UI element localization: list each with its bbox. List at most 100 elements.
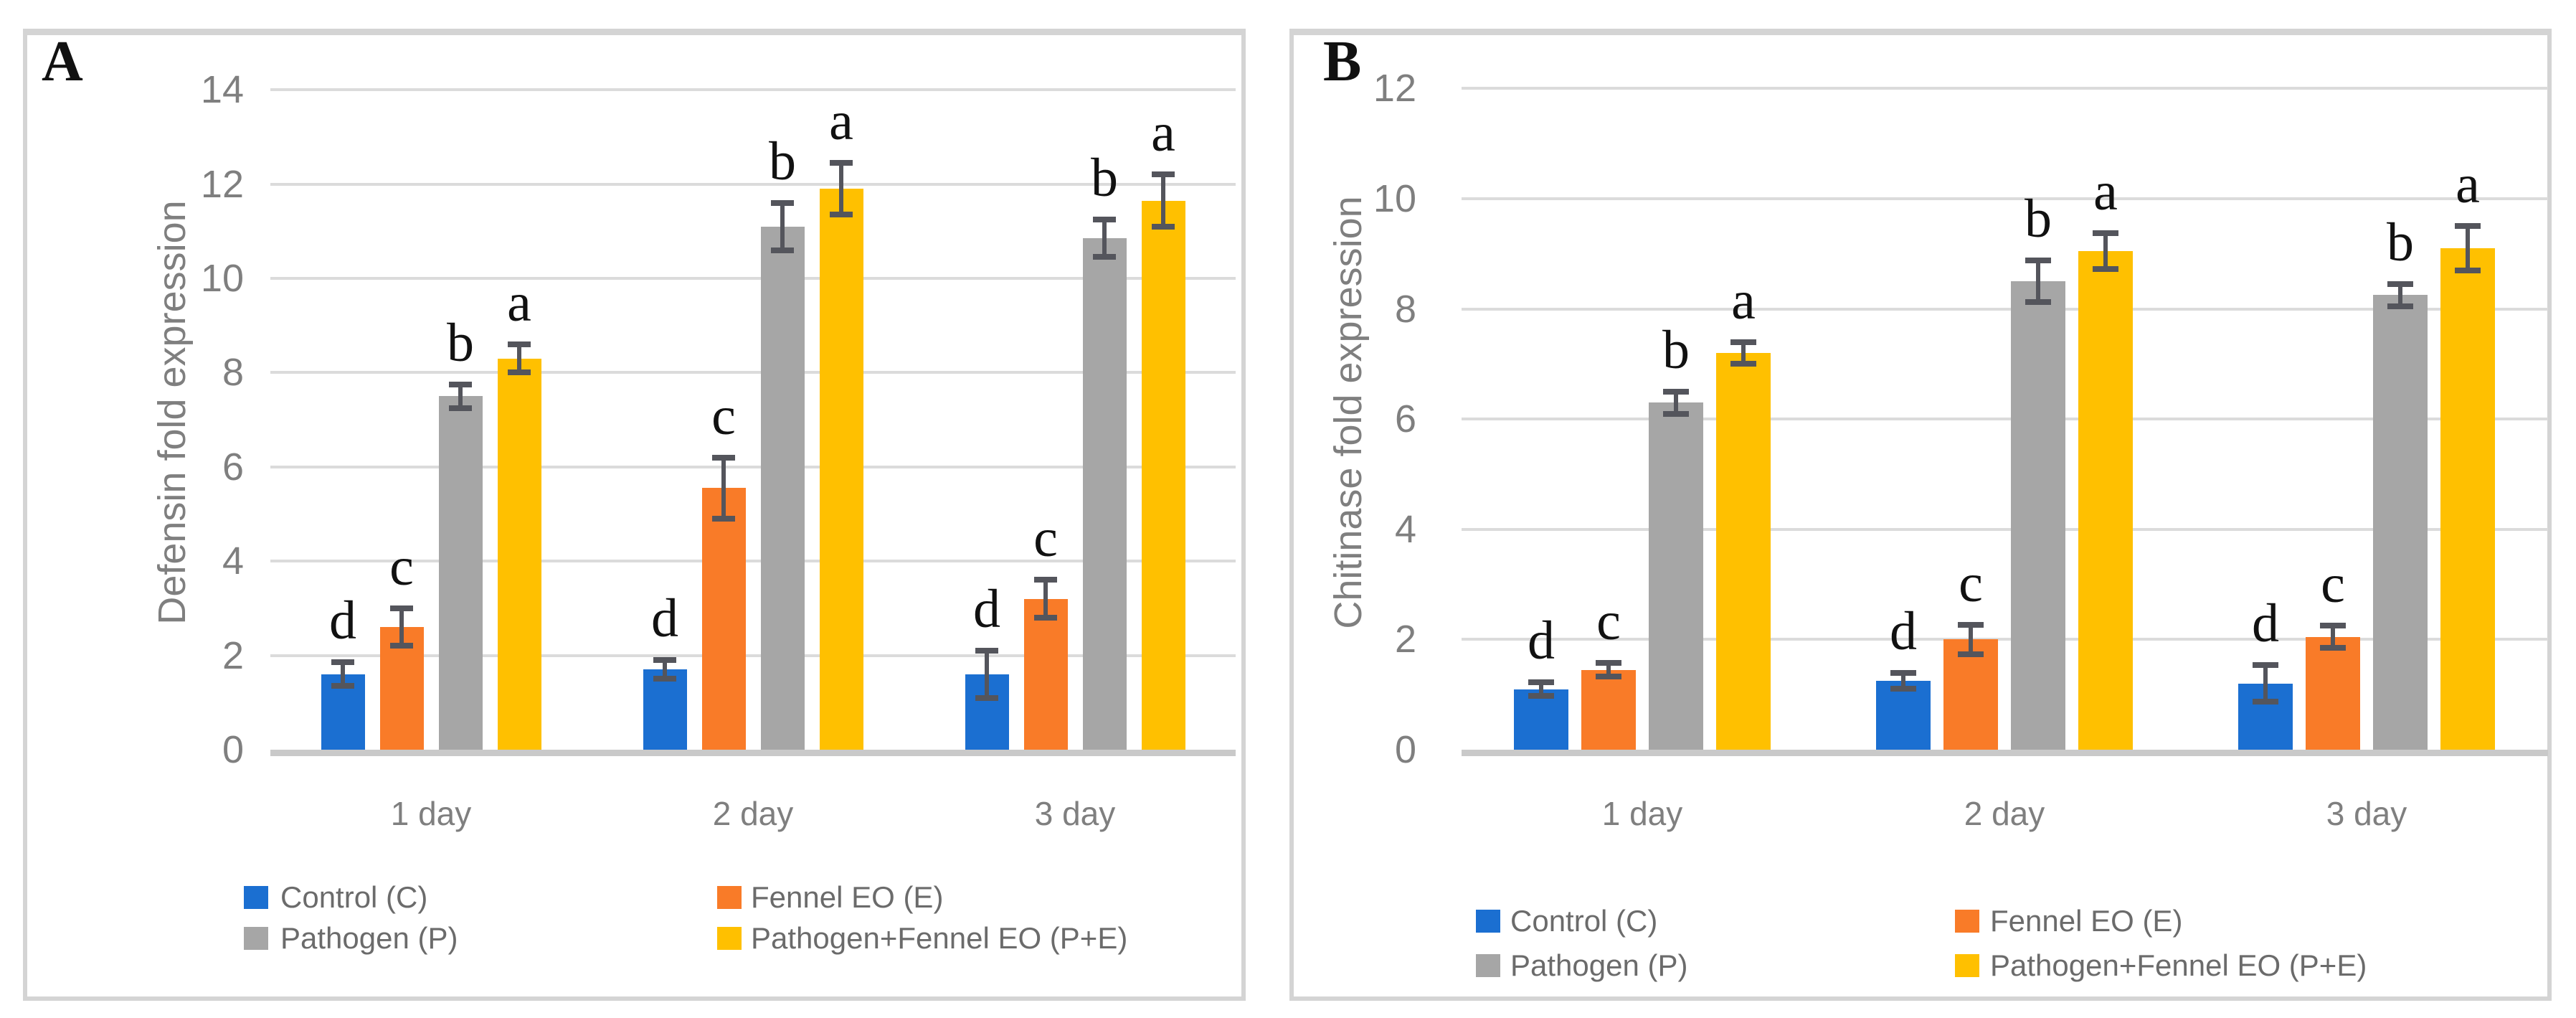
error-bar-cap-top: [2387, 281, 2413, 288]
error-bar-line: [985, 651, 989, 698]
y-tick-label: 12: [1373, 67, 1416, 110]
legend-swatch: [244, 927, 268, 950]
significance-letter: b: [2387, 212, 2414, 273]
error-bar-cap-bottom: [508, 369, 531, 376]
x-axis-line: [1462, 750, 2548, 756]
legend-swatch: [244, 886, 268, 909]
significance-letter: a: [2456, 154, 2480, 215]
y-tick-label: 0: [222, 728, 244, 771]
bar-pathogen-fennel-eo: [497, 358, 541, 750]
error-bar-line: [1606, 663, 1611, 677]
bar-pathogen: [1649, 402, 1703, 750]
error-bar-line: [1102, 219, 1107, 258]
legend-label: Pathogen+Fennel EO (P+E): [1990, 948, 2367, 982]
error-bar-cap-top: [390, 605, 413, 611]
error-bar-cap-top: [2253, 662, 2278, 669]
error-bar-line: [721, 457, 726, 519]
bar-control: [643, 669, 687, 750]
significance-letter: a: [1731, 270, 1756, 331]
gridline: [1462, 307, 2548, 311]
legend-label: Control (C): [280, 880, 428, 914]
gridline: [1462, 197, 2548, 200]
gridline: [270, 465, 1236, 468]
x-category-label: 2 day: [712, 795, 794, 832]
bar-fennel-eo: [1023, 598, 1068, 750]
error-bar-cap-top: [449, 381, 472, 387]
error-bar-line: [1741, 341, 1746, 364]
error-bar-cap-bottom: [1596, 673, 1621, 679]
significance-letter: b: [1662, 319, 1690, 380]
legend-swatch: [1476, 954, 1500, 977]
error-bar-cap-bottom: [2253, 699, 2278, 705]
gridline: [270, 560, 1236, 563]
error-bar-line: [2466, 226, 2470, 270]
error-bar-cap-bottom: [2025, 299, 2051, 306]
bar-fennel-eo: [2306, 636, 2360, 750]
gridline: [270, 654, 1236, 657]
significance-letter: d: [2252, 593, 2279, 654]
error-bar-cap-bottom: [771, 247, 794, 253]
panel-label-a: A: [42, 30, 83, 93]
y-axis-title: Defensin fold expression: [151, 200, 194, 625]
x-axis-line: [270, 750, 1236, 756]
significance-letter: d: [1528, 611, 1555, 671]
significance-letter: c: [1596, 591, 1621, 652]
legend-label: Pathogen (P): [280, 921, 458, 955]
significance-letter: b: [447, 312, 474, 373]
y-tick-label: 2: [1394, 618, 1416, 661]
legend-label: Fennel EO (E): [1990, 904, 2183, 938]
error-bar-cap-bottom: [830, 212, 853, 218]
x-category-label: 3 day: [2326, 795, 2407, 832]
error-bar-cap-top: [508, 341, 531, 347]
legend-swatch: [1955, 910, 1979, 933]
error-bar-cap-bottom: [712, 516, 735, 522]
error-bar-line: [399, 608, 404, 646]
error-bar-cap-top: [1663, 388, 1689, 395]
legend-label: Pathogen+Fennel EO (P+E): [751, 921, 1128, 955]
error-bar-line: [517, 344, 521, 373]
bar-pathogen-fennel-eo: [2078, 250, 2133, 750]
error-bar-cap-top: [1152, 171, 1175, 178]
error-bar-cap-top: [331, 659, 354, 666]
error-bar-line: [1969, 624, 1973, 655]
error-bar-cap-top: [1890, 670, 1916, 677]
gridline: [1462, 638, 2548, 641]
error-bar-line: [1161, 174, 1165, 227]
error-bar-cap-bottom: [653, 676, 676, 682]
gridline: [270, 182, 1236, 186]
legend-label: Fennel EO (E): [751, 880, 944, 914]
error-bar-cap-top: [1596, 660, 1621, 666]
error-bar-cap-bottom: [390, 643, 413, 649]
error-bar-cap-bottom: [1152, 223, 1175, 230]
gridline: [1462, 527, 2548, 531]
error-bar-cap-top: [2025, 258, 2051, 264]
significance-letter: a: [829, 91, 853, 152]
y-tick-label: 14: [200, 68, 244, 112]
significance-letter: b: [2025, 189, 2052, 250]
significance-letter: a: [1151, 103, 1175, 164]
panel-label-b: B: [1323, 30, 1362, 93]
significance-letter: b: [769, 131, 796, 192]
error-bar-line: [2263, 665, 2268, 702]
error-bar-cap-bottom: [1890, 685, 1916, 692]
significance-letter: c: [711, 385, 736, 446]
bar-pathogen: [2011, 281, 2065, 750]
bar-pathogen: [2373, 295, 2428, 750]
significance-letter: c: [2321, 554, 2345, 615]
error-bar-cap-bottom: [1663, 410, 1689, 417]
gridline: [270, 371, 1236, 374]
bar-fennel-eo: [701, 488, 746, 750]
significance-letter: d: [329, 590, 356, 651]
y-tick-label: 10: [1373, 177, 1416, 220]
error-bar-cap-bottom: [975, 694, 998, 701]
error-bar-cap-top: [1958, 621, 1984, 628]
error-bar-cap-top: [975, 648, 998, 654]
y-tick-label: 2: [222, 633, 244, 677]
significance-letter: b: [1091, 147, 1118, 208]
error-bar-line: [2036, 260, 2040, 303]
error-bar-cap-bottom: [449, 405, 472, 411]
error-bar-line: [2331, 626, 2335, 648]
panel-a-frame: [23, 29, 1246, 1001]
y-tick-label: 6: [222, 445, 244, 489]
